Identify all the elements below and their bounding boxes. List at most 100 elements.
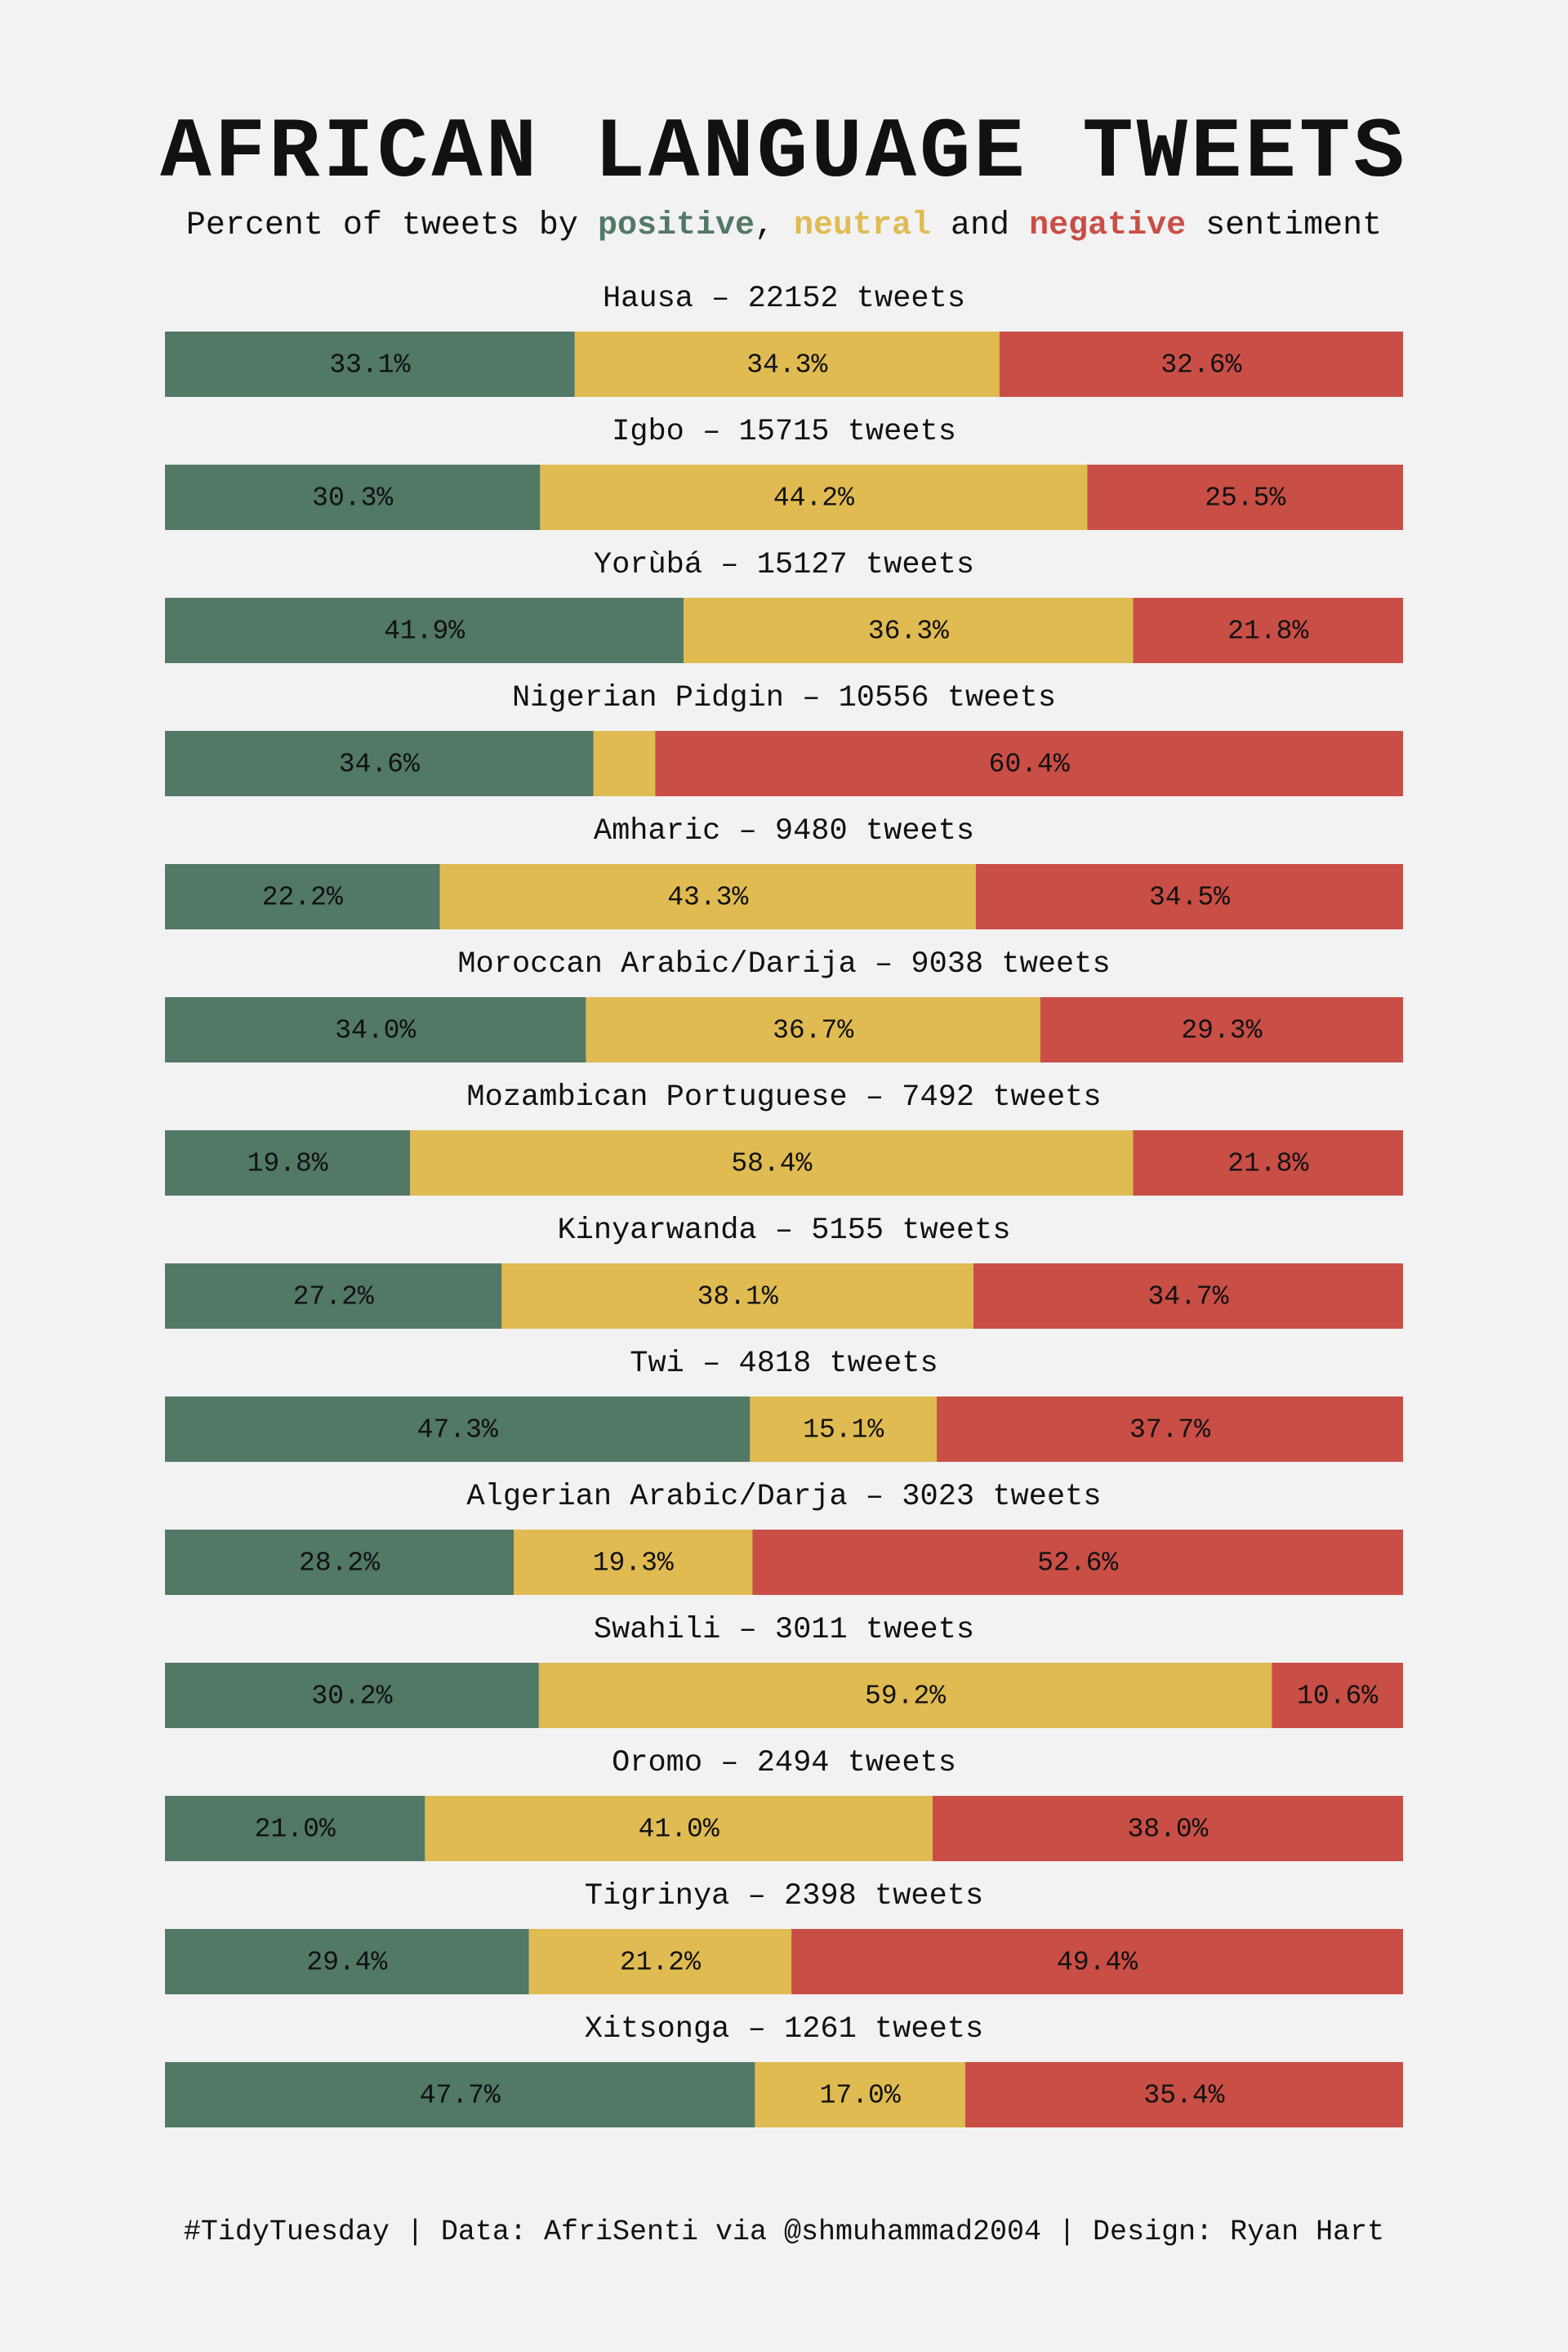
neutral-segment [586, 997, 1040, 1062]
subtitle-negative: negative [1029, 207, 1187, 244]
negative-segment [964, 2062, 1403, 2127]
positive-segment [165, 332, 575, 397]
negative-value-label: 35.4% [1143, 2081, 1224, 2111]
neutral-value-label: 34.3% [746, 350, 827, 381]
positive-value-label: 22.2% [262, 883, 343, 913]
bar-row: Twi – 4818 tweets 47.3% 15.1% 37.7% [165, 1347, 1403, 1462]
language-label: Mozambican Portuguese – 7492 tweets [466, 1080, 1101, 1115]
negative-segment [1133, 1130, 1403, 1196]
bar-row: Hausa – 22152 tweets 33.1% 34.3% 32.6% [165, 282, 1403, 397]
language-label: Moroccan Arabic/Darija – 9038 tweets [457, 947, 1110, 982]
language-label: Algerian Arabic/Darja – 3023 tweets [466, 1480, 1101, 1514]
positive-value-label: 27.2% [293, 1282, 374, 1312]
negative-value-label: 52.6% [1037, 1548, 1118, 1579]
bar-row: Nigerian Pidgin – 10556 tweets 34.6% 60.4% [165, 681, 1403, 796]
positive-segment [165, 1530, 514, 1595]
neutral-value-label: 17.0% [820, 2081, 901, 2111]
negative-segment [973, 1263, 1403, 1329]
neutral-value-label: 36.3% [868, 617, 949, 647]
bar-row: Xitsonga – 1261 tweets 47.7% 17.0% 35.4% [165, 2012, 1403, 2127]
positive-segment [165, 1263, 502, 1329]
neutral-segment [439, 864, 976, 929]
negative-value-label: 60.4% [989, 750, 1070, 780]
neutral-value-label: 43.3% [667, 883, 748, 913]
positive-value-label: 19.8% [247, 1149, 328, 1179]
negative-segment [932, 1796, 1403, 1861]
neutral-segment [514, 1530, 753, 1595]
neutral-segment [501, 1263, 973, 1329]
negative-value-label: 37.7% [1129, 1415, 1210, 1446]
neutral-segment [425, 1796, 933, 1861]
neutral-value-label: 15.1% [803, 1415, 884, 1446]
positive-value-label: 30.3% [312, 483, 393, 514]
language-label: Yorùbá – 15127 tweets [594, 548, 974, 582]
bar-row: Moroccan Arabic/Darija – 9038 tweets 34.0… [165, 947, 1403, 1062]
negative-segment [1040, 997, 1403, 1062]
positive-segment [165, 598, 684, 663]
language-label: Tigrinya – 2398 tweets [585, 1879, 983, 1913]
negative-value-label: 21.8% [1227, 617, 1308, 647]
negative-segment [937, 1396, 1403, 1462]
subtitle-positive: positive [597, 207, 755, 244]
neutral-value-label: 38.1% [697, 1282, 778, 1312]
positive-value-label: 21.0% [255, 1815, 336, 1845]
positive-segment [165, 1130, 411, 1196]
neutral-segment [410, 1130, 1134, 1196]
negative-value-label: 49.4% [1057, 1948, 1138, 1978]
positive-value-label: 47.3% [417, 1415, 498, 1446]
neutral-segment [528, 1929, 792, 1994]
neutral-segment [750, 1396, 938, 1462]
neutral-segment [538, 1663, 1272, 1728]
positive-segment [165, 731, 594, 796]
neutral-segment [574, 332, 1000, 397]
neutral-value-label: 41.0% [639, 1815, 719, 1845]
language-label: Oromo – 2494 tweets [612, 1746, 956, 1780]
neutral-value-label: 44.2% [773, 483, 854, 514]
positive-value-label: 34.6% [339, 750, 420, 780]
bar-row: Oromo – 2494 tweets 21.0% 41.0% 38.0% [165, 1746, 1403, 1861]
language-label: Xitsonga – 1261 tweets [585, 2012, 983, 2047]
bar-row: Tigrinya – 2398 tweets 29.4% 21.2% 49.4% [165, 1879, 1403, 1994]
language-label: Twi – 4818 tweets [630, 1347, 938, 1381]
positive-value-label: 29.4% [306, 1948, 387, 1978]
negative-value-label: 32.6% [1160, 350, 1241, 381]
language-label: Kinyarwanda – 5155 tweets [557, 1214, 1010, 1248]
positive-value-label: 30.2% [311, 1682, 392, 1712]
positive-segment [165, 997, 586, 1062]
neutral-segment [593, 731, 656, 796]
positive-value-label: 33.1% [329, 350, 410, 381]
neutral-value-label: 59.2% [865, 1682, 946, 1712]
bar-row: Yorùbá – 15127 tweets 41.9% 36.3% 21.8% [165, 548, 1403, 663]
neutral-segment [540, 465, 1088, 530]
neutral-segment [684, 598, 1134, 663]
negative-segment [752, 1530, 1403, 1595]
bar-row: Mozambican Portuguese – 7492 tweets 19.8%… [165, 1080, 1403, 1196]
bar-row: Kinyarwanda – 5155 tweets 27.2% 38.1% 34.7% [165, 1214, 1403, 1329]
positive-segment [165, 1663, 539, 1728]
negative-segment [975, 864, 1403, 929]
bar-row: Swahili – 3011 tweets 30.2% 59.2% 10.6% [165, 1613, 1403, 1728]
language-label: Swahili – 3011 tweets [594, 1613, 974, 1647]
negative-segment [1087, 465, 1403, 530]
neutral-value-label: 58.4% [731, 1149, 812, 1179]
neutral-value-label: 21.2% [620, 1948, 701, 1978]
subtitle-sep2: and [931, 207, 1030, 244]
negative-value-label: 38.0% [1127, 1815, 1208, 1845]
negative-value-label: 34.5% [1149, 883, 1230, 913]
neutral-segment [755, 2062, 965, 2127]
positive-segment [165, 1796, 425, 1861]
language-label: Igbo – 15715 tweets [612, 415, 956, 449]
positive-segment [165, 2062, 755, 2127]
positive-value-label: 28.2% [299, 1548, 380, 1579]
negative-segment [1272, 1663, 1403, 1728]
positive-segment [165, 864, 440, 929]
subtitle-neutral: neutral [794, 207, 932, 244]
caption: #TidyTuesday | Data: AfriSenti via @shmu… [183, 2216, 1385, 2248]
bar-row: Amharic – 9480 tweets 22.2% 43.3% 34.5% [165, 814, 1403, 929]
language-label: Amharic – 9480 tweets [594, 814, 974, 849]
negative-value-label: 34.7% [1147, 1282, 1228, 1312]
subtitle-prefix: Percent of tweets by [185, 207, 598, 244]
negative-value-label: 25.5% [1205, 483, 1285, 514]
